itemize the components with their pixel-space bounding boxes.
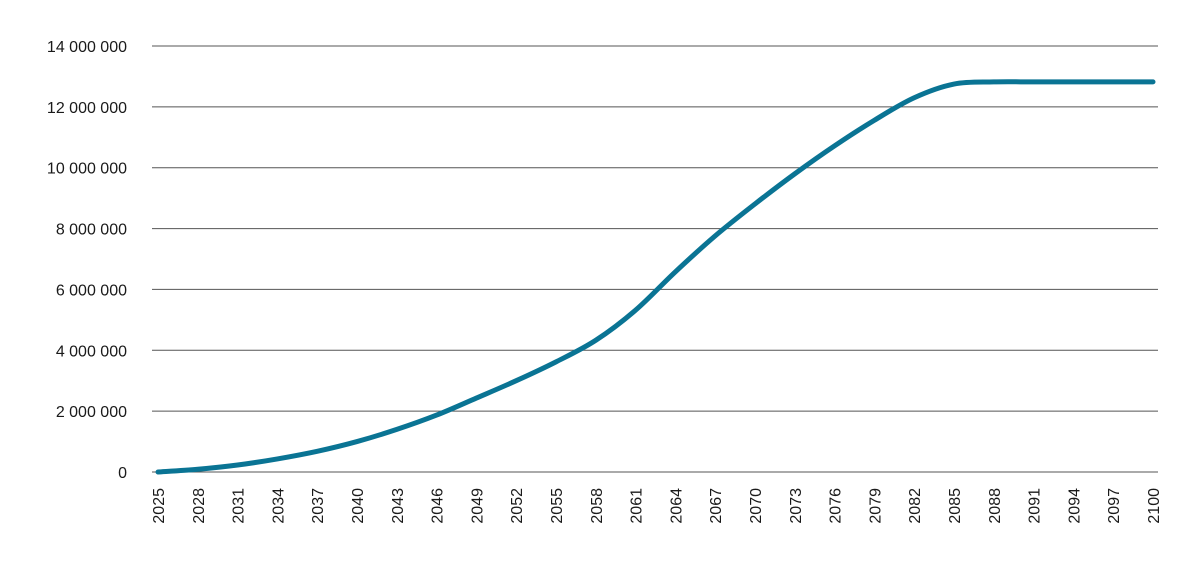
y-tick-label: 12 000 000: [47, 100, 127, 117]
y-tick-label: 0: [118, 465, 127, 482]
x-tick-label: 2052: [509, 488, 526, 524]
x-axis-tick-labels: 2025 2028 2031 2034 2037 2040 2043 2046 2049 2052…: [151, 488, 1163, 524]
gridlines: [152, 45, 1158, 473]
x-tick-label: 2037: [310, 488, 327, 524]
y-tick-label: 14 000 000: [47, 39, 127, 56]
x-tick-label: 2076: [828, 488, 845, 524]
x-tick-label: 2067: [708, 488, 725, 524]
x-tick-label: 2025: [151, 488, 168, 524]
x-tick-label: 2046: [430, 488, 447, 524]
x-tick-label: 2079: [867, 488, 884, 524]
x-tick-label: 2085: [947, 488, 964, 524]
y-axis-tick-labels: 0 2 000 000 4 000 000 6 000 000 8 000 000 10 …: [47, 39, 127, 482]
x-tick-label: 2034: [270, 488, 287, 524]
y-tick-label: 8 000 000: [56, 222, 127, 239]
y-tick-label: 2 000 000: [56, 404, 127, 421]
x-tick-label: 2028: [191, 488, 208, 524]
series-group: [155, 79, 1156, 475]
y-tick-label: 10 000 000: [47, 161, 127, 178]
x-tick-label: 2061: [629, 488, 646, 524]
x-tick-label: 2094: [1066, 488, 1083, 524]
x-tick-label: 2082: [907, 488, 924, 524]
x-tick-label: 2043: [390, 488, 407, 524]
series-line: [155, 79, 1156, 475]
x-tick-label: 2049: [469, 488, 486, 524]
x-tick-label: 2040: [350, 488, 367, 524]
x-tick-label: 2055: [549, 488, 566, 524]
x-tick-label: 2070: [748, 488, 765, 524]
y-tick-label: 6 000 000: [56, 282, 127, 299]
x-tick-label: 2100: [1146, 488, 1163, 524]
x-tick-label: 2097: [1106, 488, 1123, 524]
x-tick-label: 2031: [231, 488, 248, 524]
x-tick-label: 2088: [987, 488, 1004, 524]
y-tick-label: 4 000 000: [56, 343, 127, 360]
x-tick-label: 2058: [589, 488, 606, 524]
x-tick-label: 2091: [1027, 488, 1044, 524]
x-tick-label: 2064: [668, 488, 685, 524]
x-tick-label: 2073: [788, 488, 805, 524]
